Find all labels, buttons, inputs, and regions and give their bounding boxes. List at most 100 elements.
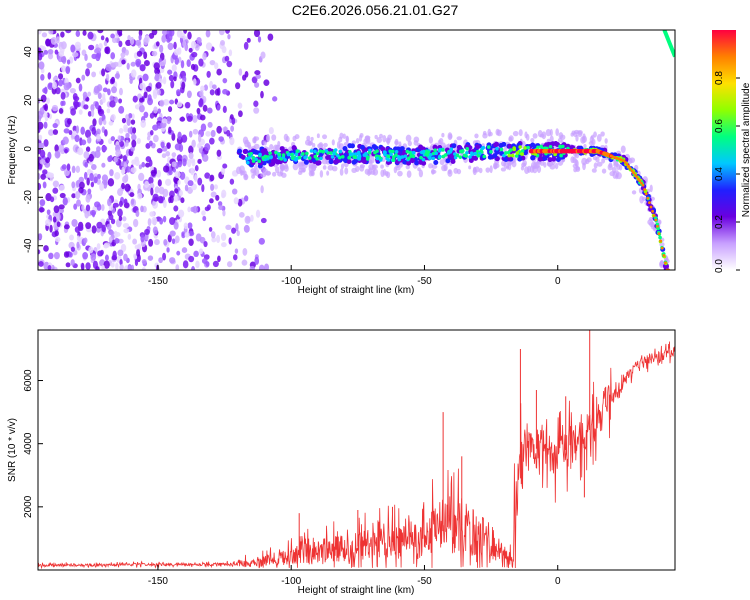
noise-speckle <box>188 130 193 138</box>
signal-halo <box>591 138 596 146</box>
noise-speckle <box>159 61 166 67</box>
signal-core <box>406 156 411 161</box>
noise-speckle <box>83 171 88 180</box>
noise-speckle <box>62 136 69 145</box>
noise-speckle <box>187 222 193 229</box>
noise-speckle <box>60 100 64 107</box>
noise-speckle <box>124 49 129 56</box>
signal-core <box>446 151 451 155</box>
signal-core <box>246 156 251 160</box>
spectrogram-x-label: Height of straight line (km) <box>298 285 415 296</box>
signal-halo <box>508 136 513 142</box>
noise-speckle <box>48 252 54 260</box>
noise-speckle <box>167 106 173 113</box>
signal-core <box>251 155 256 160</box>
noise-speckle <box>115 262 119 270</box>
noise-speckle <box>87 136 92 144</box>
noise-speckle <box>186 115 193 122</box>
noise-speckle <box>42 169 48 175</box>
noise-speckle <box>96 221 103 229</box>
noise-speckle <box>147 94 152 102</box>
noise-speckle <box>218 30 225 36</box>
signal-core <box>455 153 460 158</box>
signal-halo <box>488 131 493 137</box>
noise-speckle <box>173 41 177 50</box>
signal-band <box>432 144 438 150</box>
noise-speckle <box>225 30 230 34</box>
signal-core <box>400 155 405 159</box>
noise-speckle <box>233 197 239 205</box>
signal-band <box>240 154 246 160</box>
signal-halo <box>266 133 270 142</box>
signal-core <box>330 155 335 159</box>
noise-speckle <box>133 218 139 228</box>
noise-speckle <box>80 139 87 146</box>
noise-speckle <box>195 260 200 269</box>
signal-halo <box>629 157 636 164</box>
signal-halo <box>546 161 551 167</box>
noise-speckle <box>251 76 258 84</box>
noise-speckle <box>108 230 115 236</box>
signal-band <box>361 159 367 165</box>
noise-speckle <box>114 238 120 244</box>
noise-speckle <box>63 224 70 230</box>
signal-halo <box>251 174 256 179</box>
signal-halo <box>340 163 345 169</box>
snr-y-tick-label: 4000 <box>23 432 34 455</box>
snr-x-tick-label: 0 <box>555 576 561 587</box>
signal-halo <box>358 134 363 142</box>
snr-line <box>38 341 675 570</box>
noise-speckle <box>131 133 137 141</box>
signal-core <box>434 151 438 156</box>
noise-speckle <box>254 82 260 88</box>
noise-speckle <box>138 34 142 41</box>
signal-halo <box>269 144 274 150</box>
noise-speckle <box>197 134 202 143</box>
signal-core <box>520 152 524 156</box>
noise-speckle <box>90 253 97 261</box>
noise-speckle <box>227 33 231 40</box>
noise-speckle <box>70 246 76 252</box>
noise-speckle <box>141 161 146 168</box>
signal-core <box>470 152 475 157</box>
signal-halo <box>529 165 535 173</box>
signal-halo <box>336 141 341 149</box>
signal-core <box>523 146 527 150</box>
signal-band <box>237 148 243 154</box>
noise-speckle <box>220 232 227 242</box>
noise-speckle <box>169 99 175 105</box>
noise-speckle <box>175 264 180 270</box>
noise-speckle <box>114 73 120 79</box>
noise-speckle <box>201 210 206 216</box>
noise-speckle <box>43 139 49 147</box>
noise-speckle <box>125 114 129 120</box>
noise-speckle <box>49 224 53 233</box>
noise-speckle <box>140 205 144 213</box>
signal-core <box>512 147 517 152</box>
noise-speckle <box>38 134 43 141</box>
noise-speckle <box>151 171 156 177</box>
signal-halo <box>489 165 493 174</box>
noise-speckle <box>191 139 196 148</box>
noise-speckle <box>180 60 185 69</box>
noise-speckle <box>60 41 67 50</box>
signal-halo <box>359 164 366 169</box>
signal-core <box>428 153 433 157</box>
noise-speckle <box>84 53 88 62</box>
signal-core <box>489 150 493 154</box>
noise-speckle <box>188 47 193 53</box>
signal-core <box>264 154 268 159</box>
signal-band <box>242 149 248 155</box>
signal-core <box>419 155 423 160</box>
noise-speckle <box>101 264 105 270</box>
noise-speckle <box>40 173 46 180</box>
signal-halo <box>659 242 665 247</box>
noise-speckle <box>162 252 167 261</box>
noise-speckle <box>155 41 160 47</box>
spectrogram-y-tick-label: 40 <box>23 46 34 58</box>
signal-halo <box>581 157 588 166</box>
signal-halo <box>298 167 305 173</box>
signal-core <box>508 148 513 152</box>
signal-halo <box>418 169 424 178</box>
noise-speckle <box>208 226 213 232</box>
